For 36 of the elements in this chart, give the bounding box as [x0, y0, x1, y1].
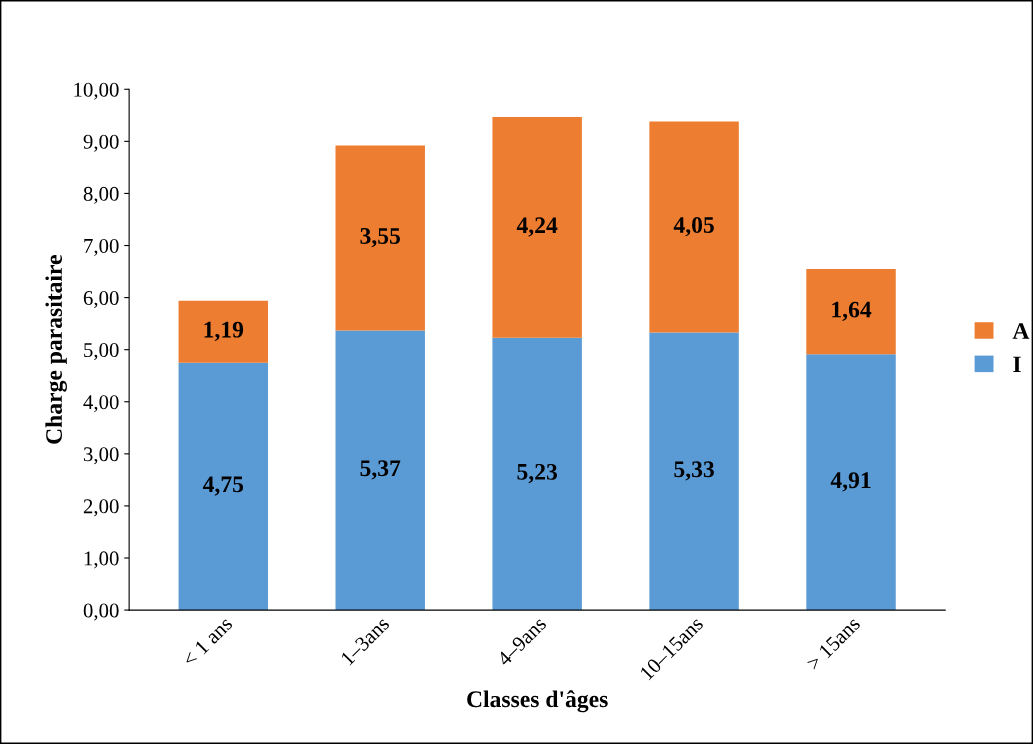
data-label: 5,33 — [674, 461, 714, 481]
y-tick-label: 7,00 — [84, 238, 119, 256]
data-label: 4,91 — [830, 472, 871, 492]
y-tick-label: 8,00 — [83, 186, 119, 204]
data-label: 1,64 — [832, 301, 872, 321]
bar — [649, 332, 739, 611]
bar — [178, 362, 269, 611]
data-label: 5,37 — [360, 460, 401, 480]
bar — [492, 337, 582, 611]
y-tick-label: 5,00 — [84, 343, 119, 361]
bar — [806, 354, 896, 611]
y-tick-label: 2,00 — [83, 499, 119, 517]
legend-label: I — [1013, 356, 1021, 373]
data-label: 5,23 — [517, 463, 558, 484]
bar — [178, 300, 269, 363]
bar — [492, 116, 582, 338]
x-axis-title: Classes d'âges — [467, 690, 608, 713]
bar — [335, 330, 425, 611]
y-axis-title: Charge parasitaire — [45, 255, 67, 444]
y-tick-label: 6,00 — [83, 290, 119, 309]
x-tick-label: < 1 ans — [181, 615, 234, 668]
data-label: 4,75 — [202, 476, 244, 496]
y-tick-label: 1,00 — [84, 551, 119, 569]
y-tick-label: 3,00 — [83, 447, 119, 465]
legend-label: A — [1012, 323, 1030, 339]
y-tick-label: 9,00 — [83, 134, 119, 152]
data-label: 3,55 — [360, 228, 401, 248]
y-tick-label: 10,00 — [74, 82, 119, 100]
data-label: 1,19 — [204, 321, 244, 342]
bar — [649, 121, 739, 333]
y-tick-label: 0,00 — [83, 603, 119, 621]
data-label: 4,05 — [673, 217, 714, 237]
data-label: 4,24 — [516, 217, 558, 237]
y-tick-label: 4,00 — [83, 395, 119, 413]
bar — [335, 145, 425, 331]
bar — [806, 268, 896, 355]
